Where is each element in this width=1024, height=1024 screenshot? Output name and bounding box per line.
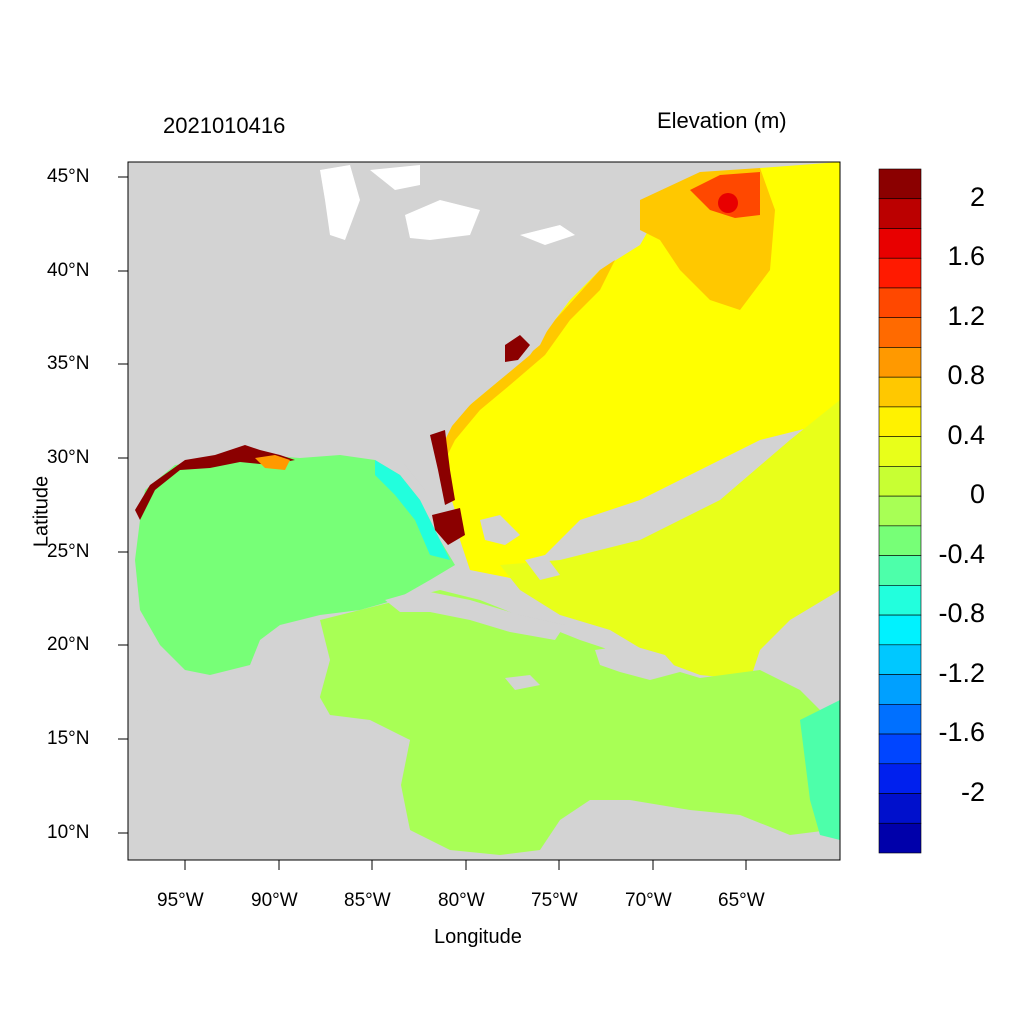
hispaniola	[595, 645, 680, 680]
colorbar-swatch	[878, 436, 922, 467]
y-tick-label: 45°N	[47, 166, 90, 187]
colorbar-swatch	[878, 822, 922, 854]
x-tick-label: 95°W	[157, 890, 204, 911]
colorbar-swatch	[878, 495, 922, 527]
y-tick-label: 30°N	[47, 447, 90, 468]
y-tick-label: 15°N	[47, 728, 90, 749]
x-tick-label: 65°W	[718, 890, 765, 911]
colorbar-label: 0.8	[947, 360, 985, 391]
colorbar-label: -1.2	[938, 657, 985, 688]
colorbar-swatch	[878, 555, 922, 586]
y-tick-label: 40°N	[47, 260, 90, 281]
jamaica	[505, 675, 540, 690]
colorbar-swatch	[878, 733, 922, 765]
colorbar-label: -0.4	[938, 538, 985, 569]
colorbar-label: 2	[969, 181, 985, 212]
colorbar-swatch	[878, 376, 922, 408]
colorbar-swatch	[878, 257, 922, 289]
coast-orange	[440, 260, 615, 460]
y-tick-label: 10°N	[47, 822, 90, 843]
y-ticks	[118, 176, 128, 834]
x-ticks	[184, 860, 747, 870]
bahamas	[480, 515, 560, 580]
bay-of-fundy-hotspot	[718, 193, 738, 213]
colorbar-swatch	[878, 525, 922, 556]
colorbar-label: -0.8	[938, 598, 985, 629]
colorbar-label: 1.6	[947, 241, 985, 272]
colorbar-swatch	[878, 674, 922, 705]
yucatan-central-america	[128, 620, 840, 860]
x-tick-label: 80°W	[438, 890, 485, 911]
colorbar-swatch	[878, 168, 922, 200]
cuba	[385, 590, 565, 640]
x-tick-label: 85°W	[344, 890, 391, 911]
gulf-coast-surge	[135, 445, 295, 520]
colorbar-label: 0.4	[947, 419, 985, 450]
florida-east-surge	[430, 430, 455, 505]
florida-west-shelf	[375, 460, 450, 560]
colorbar-label: 0	[969, 479, 985, 510]
x-axis-title: Longitude	[434, 926, 522, 948]
y-tick-label: 20°N	[47, 634, 90, 655]
caribbean-sea	[310, 590, 840, 855]
x-tick-label: 70°W	[625, 890, 672, 911]
y-tick-label: 35°N	[47, 353, 90, 374]
colorbar-swatch	[878, 347, 922, 378]
louisiana-surge-orange	[255, 455, 290, 470]
colorbar-swatch	[878, 644, 922, 675]
south-florida-surge	[432, 508, 465, 545]
colorbar-swatch	[878, 317, 922, 348]
gulf-of-mexico	[135, 455, 455, 675]
mid-atlantic-surge	[505, 335, 530, 362]
plot-frame	[127, 161, 841, 861]
colorbar-swatch	[878, 198, 922, 229]
colorbar-swatch	[878, 406, 922, 437]
x-tick-label: 75°W	[531, 890, 578, 911]
colorbar-swatch	[878, 466, 922, 497]
colorbar-label: -2	[960, 776, 985, 807]
y-tick-label: 25°N	[47, 541, 90, 562]
colorbar	[878, 168, 922, 854]
variable-title: Elevation (m)	[657, 108, 787, 133]
colorbar-swatch	[878, 704, 922, 735]
colorbar-swatch	[878, 585, 922, 616]
venezuela-coast-teal	[800, 700, 840, 840]
timestamp-label: 2021010416	[163, 113, 286, 138]
great-lakes	[320, 165, 575, 245]
map-area	[128, 162, 840, 860]
colorbar-label: -1.6	[938, 717, 985, 748]
colorbar-swatch	[878, 763, 922, 794]
atlantic-lower	[500, 400, 840, 680]
x-tick-label: 90°W	[251, 890, 298, 911]
colorbar-label: 1.2	[947, 300, 985, 331]
colorbar-swatch	[878, 614, 922, 646]
